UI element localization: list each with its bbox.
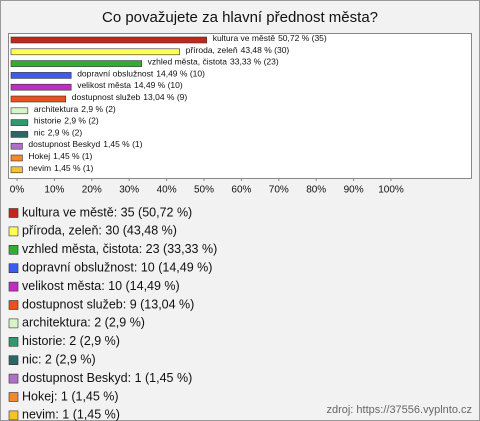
bar-label: velikost města 14,49 % (10) <box>77 80 183 90</box>
bar <box>10 48 180 56</box>
legend-swatch <box>8 245 19 255</box>
value-label: 2,9 % (2) <box>81 104 116 114</box>
legend-label: nevim: 1 (1,45 %) <box>22 408 120 421</box>
category-label: vzhled města, čistota <box>148 57 228 67</box>
x-tick-label: 90% <box>344 185 364 196</box>
bar-label: architektura 2,9 % (2) <box>34 104 116 114</box>
x-tick-label: 30% <box>119 185 139 196</box>
legend-swatch <box>8 263 19 274</box>
x-tick-label: 100% <box>378 185 404 196</box>
legend-label: dostupnost Beskyd: 1 (1,45 %) <box>22 371 192 385</box>
bar <box>10 131 29 138</box>
bar <box>10 119 29 126</box>
x-tick-label: 70% <box>269 185 289 196</box>
bar <box>10 107 29 115</box>
bar <box>10 72 72 79</box>
bar-label: nic 2,9 % (2) <box>34 128 83 138</box>
legend-label: historie: 2 (2,9 %) <box>22 334 120 348</box>
x-tick-label: 0% <box>10 185 25 196</box>
bar-label: kultura ve městě 50,72 % (35) <box>213 33 327 43</box>
value-label: 13,04 % (9) <box>143 92 187 102</box>
plot-area <box>8 33 472 179</box>
legend-label: Hokej: 1 (1,45 %) <box>22 389 119 403</box>
category-label: architektura <box>34 104 79 114</box>
value-label: 14,49 % (10) <box>156 69 205 79</box>
legend-label: velikost města: 10 (14,49 %) <box>22 279 180 293</box>
category-label: velikost města <box>77 80 131 90</box>
legend-label: nic: 2 (2,9 %) <box>22 352 96 366</box>
category-label: Hokej <box>28 151 50 161</box>
x-tick-label: 80% <box>306 185 326 196</box>
value-label: 50,72 % (35) <box>278 33 327 43</box>
x-tick-label: 10% <box>44 185 64 196</box>
legend-swatch <box>8 300 19 310</box>
legend-label: vzhled města, čistota: 23 (33,33 %) <box>22 242 217 256</box>
chart-title: Co považujete za hlavní přednost města? <box>102 9 378 26</box>
category-label: dostupnost služeb <box>72 92 141 102</box>
legend-swatch <box>8 281 19 292</box>
value-label: 14,49 % (10) <box>134 80 183 90</box>
legend-label: dostupnost služeb: 9 (13,04 %) <box>22 297 194 311</box>
legend-label: dopravní obslužnost: 10 (14,49 %) <box>22 260 212 274</box>
category-label: kultura ve městě <box>213 33 276 43</box>
legend-label: příroda, zeleň: 30 (43,48 %) <box>22 224 177 238</box>
bar <box>10 166 23 174</box>
legend-label: architektura: 2 (2,9 %) <box>22 316 145 330</box>
category-label: dostupnost Beskyd <box>28 139 100 149</box>
bar-label: nevim 1,45 % (1) <box>28 163 93 173</box>
category-label: nic <box>34 128 46 138</box>
legend-swatch <box>8 410 19 421</box>
x-tick-label: 50% <box>194 185 214 196</box>
legend-label: kultura ve městě: 35 (50,72 %) <box>22 205 192 219</box>
bar <box>10 83 72 91</box>
category-label: historie <box>34 116 62 126</box>
value-label: 33,33 % (23) <box>230 57 279 67</box>
bar-label: příroda, zeleň 43,48 % (30) <box>186 45 290 55</box>
x-tick-label: 20% <box>82 185 102 196</box>
category-label: nevim <box>28 163 51 173</box>
x-tick-label: 40% <box>157 185 177 196</box>
value-label: 1,45 % (1) <box>54 163 93 173</box>
legend-swatch <box>8 208 19 218</box>
bar <box>10 95 67 103</box>
legend-swatch <box>8 318 19 329</box>
bar <box>10 154 23 162</box>
bar-label: historie 2,9 % (2) <box>34 116 99 126</box>
value-label: 2,9 % (2) <box>48 128 83 138</box>
legend-swatch <box>8 336 19 347</box>
bar-label: dopravní obslužnost 14,49 % (10) <box>77 69 205 79</box>
source: zdroj: https://37556.vyplnto.cz <box>326 404 472 416</box>
bar <box>10 142 23 150</box>
legend-swatch <box>8 392 19 402</box>
bar-label: vzhled města, čistota 33,33 % (23) <box>148 57 279 67</box>
legend-swatch <box>8 355 19 366</box>
value-label: 1,45 % (1) <box>53 151 92 161</box>
bar <box>10 36 207 44</box>
category-label: příroda, zeleň <box>186 45 238 55</box>
legend-swatch <box>8 226 19 237</box>
bar <box>10 60 142 67</box>
x-tick-label: 60% <box>231 185 251 196</box>
value-label: 43,48 % (30) <box>241 45 290 55</box>
bar-label: dostupnost Beskyd 1,45 % (1) <box>28 139 142 149</box>
value-label: 1,45 % (1) <box>103 139 142 149</box>
bar-label: dostupnost služeb 13,04 % (9) <box>72 92 188 102</box>
legend-swatch <box>8 373 19 384</box>
value-label: 2,9 % (2) <box>64 116 99 126</box>
category-label: dopravní obslužnost <box>77 69 154 79</box>
bar-label: Hokej 1,45 % (1) <box>28 151 92 161</box>
